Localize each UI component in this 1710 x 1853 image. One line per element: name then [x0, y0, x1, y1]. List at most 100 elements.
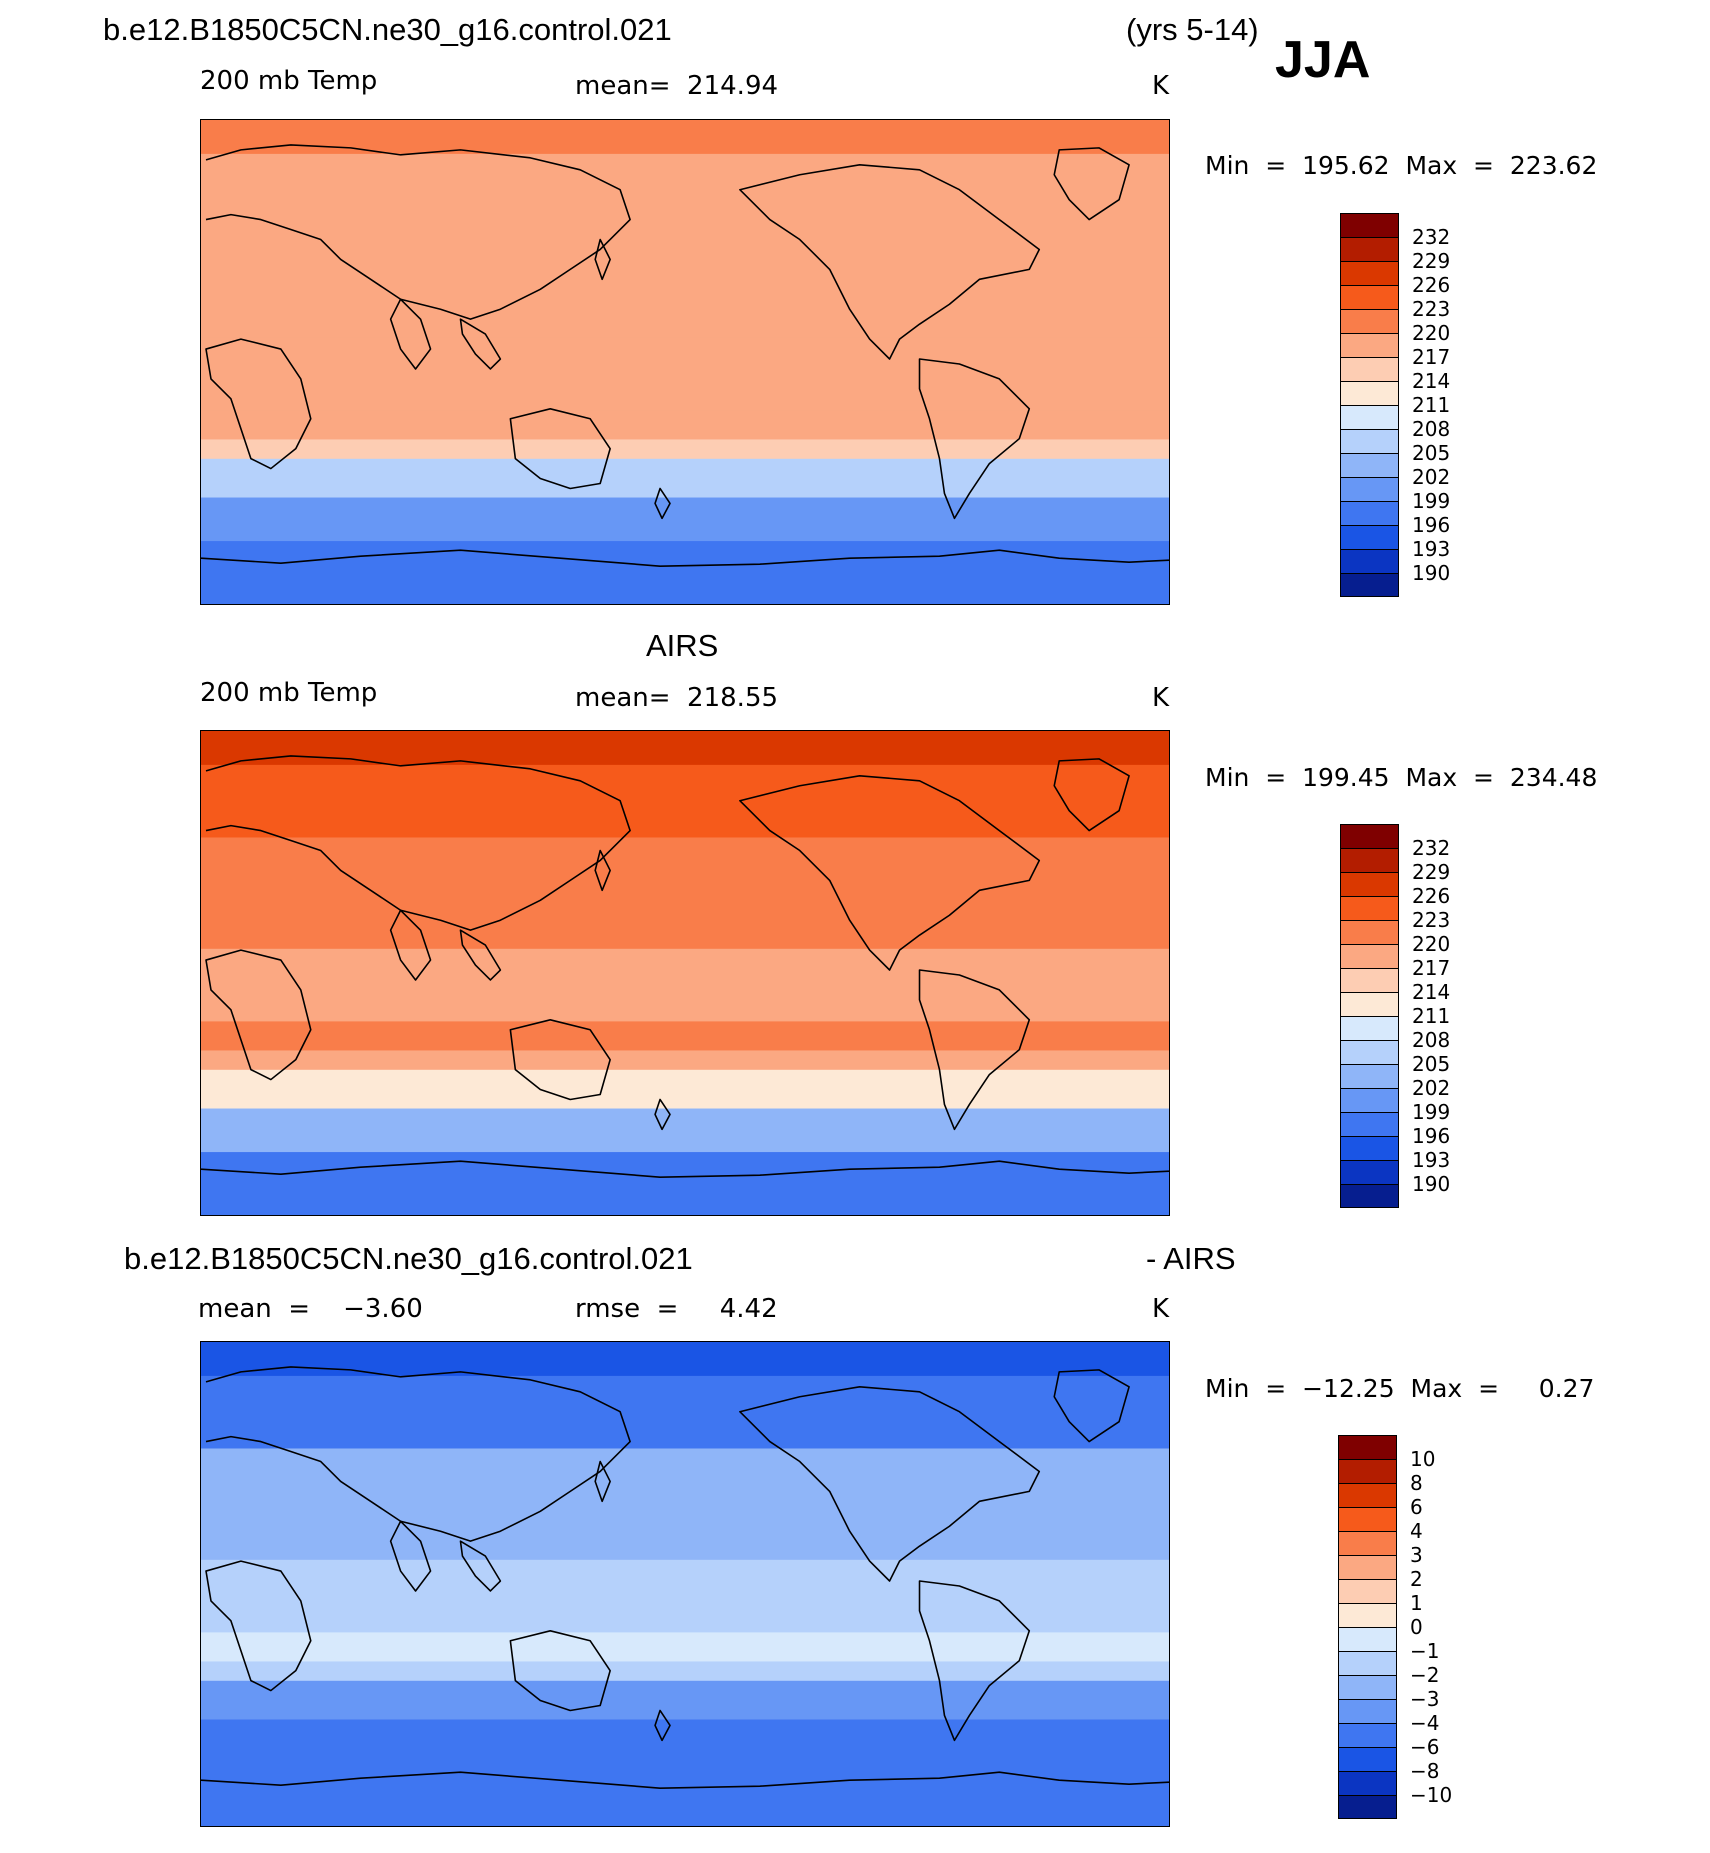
map-field-svg [201, 731, 1169, 1215]
coastline [654, 1098, 671, 1131]
colorbar-swatch [1340, 992, 1399, 1016]
latitude-band [201, 1559, 1169, 1634]
colorbar-label: 8 [1410, 1471, 1423, 1495]
latitude-band [201, 337, 1169, 412]
diff-minmax-label: Min = −12.25 Max = 0.27 [1205, 1374, 1595, 1403]
colorbar-swatch [1338, 1555, 1397, 1579]
model-map [200, 119, 1170, 605]
colorbar-label: −8 [1410, 1759, 1440, 1783]
colorbar-swatch [1340, 1136, 1399, 1160]
latitude-band [201, 948, 1169, 1023]
colorbar-label: 217 [1412, 956, 1451, 980]
colorbar-label: 205 [1412, 441, 1451, 465]
colorbar-label: 190 [1412, 561, 1451, 585]
colorbar-label: −10 [1410, 1783, 1453, 1807]
coastline [1053, 147, 1130, 221]
colorbar-swatch [1340, 549, 1399, 573]
colorbar-swatch [1340, 525, 1399, 549]
colorbar-swatch [1340, 1088, 1399, 1112]
model-units-label: K [1152, 71, 1170, 101]
colorbar-swatch [1340, 1040, 1399, 1064]
colorbar-swatch [1338, 1723, 1397, 1747]
colorbar-swatch [1340, 573, 1399, 597]
colorbar-swatch [1338, 1627, 1397, 1651]
latitude-band [201, 1375, 1169, 1450]
latitude-band [201, 731, 1169, 766]
colorbar-swatch [1340, 309, 1399, 333]
colorbar-label: 205 [1412, 1052, 1451, 1076]
latitude-band [201, 1448, 1169, 1561]
coastline [205, 755, 631, 931]
diff-mean-label: mean = −3.60 [198, 1294, 423, 1324]
latitude-band [201, 837, 1169, 950]
colorbar-label: 196 [1412, 513, 1451, 537]
coastline [459, 1540, 502, 1592]
colorbar-label: 193 [1412, 1148, 1451, 1172]
colorbar-swatch [1340, 477, 1399, 501]
colorbar-swatch [1340, 501, 1399, 525]
colorbar-label: 223 [1412, 297, 1451, 321]
coastline [205, 1560, 312, 1692]
colorbar-label: 193 [1412, 537, 1451, 561]
colorbar-frame [1338, 1435, 1397, 1819]
years-label: (yrs 5-14) [1126, 12, 1259, 47]
model-variable-label: 200 mb Temp [200, 66, 378, 96]
coastline [739, 164, 1041, 360]
latitude-band [201, 226, 1169, 339]
colorbar-swatch [1338, 1795, 1397, 1819]
colorbar-label: 0 [1410, 1615, 1423, 1639]
colorbar-swatch [1340, 357, 1399, 381]
colorbar-label: 199 [1412, 489, 1451, 513]
colorbar-label: 229 [1412, 249, 1451, 273]
colorbar-label: 208 [1412, 1028, 1451, 1052]
colorbar-swatch [1338, 1483, 1397, 1507]
colorbar-label: 211 [1412, 1004, 1451, 1028]
coastline [459, 318, 502, 370]
coastline [205, 1366, 631, 1542]
colorbar-label: 214 [1412, 369, 1451, 393]
colorbar-swatch [1338, 1699, 1397, 1723]
colorbar-swatch [1340, 237, 1399, 261]
colorbar-label: 196 [1412, 1124, 1451, 1148]
colorbar-label: 2 [1410, 1567, 1423, 1591]
map-field-svg [201, 120, 1169, 604]
latitude-band [201, 439, 1169, 460]
diff-map [200, 1341, 1170, 1827]
coastline [201, 549, 1169, 567]
coastline [509, 1630, 611, 1712]
latitude-band [201, 541, 1169, 604]
season-label: JJA [1275, 31, 1371, 89]
colorbar-label: 199 [1412, 1100, 1451, 1124]
colorbar-swatch [1340, 872, 1399, 896]
colorbar-label: −3 [1410, 1687, 1440, 1711]
colorbar-label: 10 [1410, 1447, 1436, 1471]
colorbar-label: 190 [1412, 1172, 1451, 1196]
colorbar-swatch [1340, 1064, 1399, 1088]
coastline [739, 1386, 1041, 1582]
colorbar-frame [1340, 213, 1399, 597]
obs-minmax-label: Min = 199.45 Max = 234.48 [1205, 763, 1598, 792]
colorbar-label: 232 [1412, 836, 1451, 860]
colorbar-label: 214 [1412, 980, 1451, 1004]
coastline [1053, 758, 1130, 832]
map-field-svg [201, 1342, 1169, 1826]
coastline [389, 1520, 432, 1592]
coastline [389, 298, 432, 370]
coastline [509, 408, 611, 490]
colorbar-label: 6 [1410, 1495, 1423, 1519]
colorbar-swatch [1340, 896, 1399, 920]
latitude-band [201, 1661, 1169, 1682]
coastline [205, 949, 312, 1081]
coastline [739, 775, 1041, 971]
colorbar-swatch [1340, 429, 1399, 453]
latitude-band [201, 1763, 1169, 1826]
case-name-title: b.e12.B1850C5CN.ne30_g16.control.021 [103, 12, 672, 47]
latitude-band [201, 458, 1169, 499]
colorbar-swatch [1340, 453, 1399, 477]
colorbar-label: −2 [1410, 1663, 1440, 1687]
diff-rmse-label: rmse = 4.42 [575, 1294, 778, 1324]
latitude-band [201, 410, 1169, 441]
latitude-band [201, 764, 1169, 839]
colorbar-swatch [1340, 968, 1399, 992]
colorbar-swatch [1338, 1771, 1397, 1795]
